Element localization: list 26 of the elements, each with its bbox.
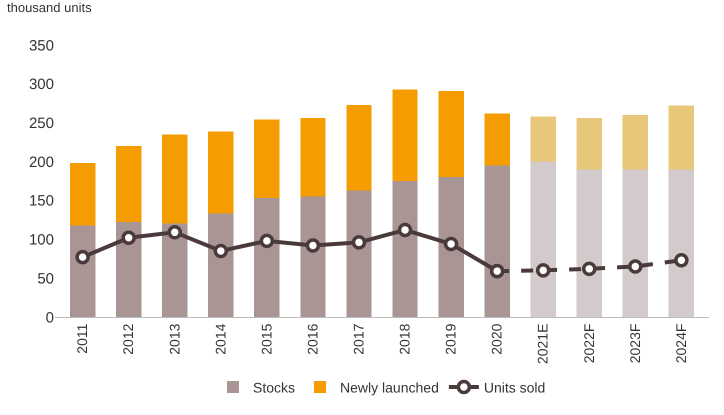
y-tick-label: 250 [28, 114, 54, 132]
legend-label: Stocks [253, 379, 296, 396]
x-tick-label: 2021E [534, 324, 551, 364]
legend-label: Newly launched [340, 379, 439, 396]
x-tick-label: 2019 [442, 323, 459, 355]
x-tick-label: 2016 [304, 323, 320, 355]
x-tick-label: 2017 [350, 323, 367, 355]
x-tick-label: 2023F [626, 324, 643, 364]
x-tick-label: 2011 [74, 323, 90, 354]
x-tick-label: 2022F [580, 324, 597, 364]
x-tick-label: 2013 [166, 323, 182, 355]
x-tick-label: 2015 [258, 323, 274, 355]
y-tick-label: 150 [28, 192, 54, 210]
legend-label: Units sold [484, 379, 546, 396]
x-tick-label: 2018 [396, 323, 413, 355]
y-tick-label: 100 [28, 232, 54, 249]
x-tick-label: 2012 [120, 323, 136, 355]
y-tick-label: 300 [28, 76, 54, 94]
y-tick-label: 350 [28, 37, 54, 54]
x-tick-label: 2020 [488, 323, 505, 355]
y-tick-label: 200 [28, 154, 54, 171]
y-axis-title: thousand units [7, 0, 92, 15]
y-tick-label: 0 [46, 309, 54, 326]
x-tick-label: 2024F [672, 324, 689, 364]
y-tick-label: 50 [37, 270, 54, 288]
x-tick-label: 2014 [212, 323, 228, 355]
